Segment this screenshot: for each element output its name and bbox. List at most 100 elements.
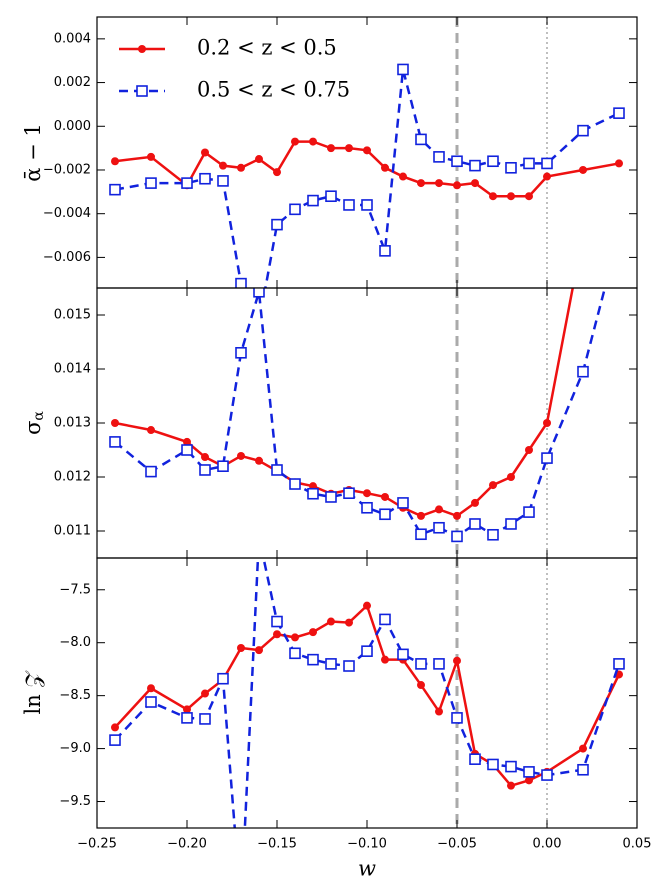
point [469,159,481,172]
legend-label: 0.5 < z < 0.75 [197,78,350,102]
legend-label: 0.2 < z < 0.5 [197,36,337,60]
point [201,148,209,157]
point [543,419,551,427]
legend-marker [136,85,148,97]
point [379,245,391,257]
y-axis-label-text: ln 𝒵 [21,671,45,715]
point [309,137,317,146]
point [289,647,301,660]
point [181,177,193,189]
point [577,124,589,137]
x-tick-label: 0.05 [623,837,652,852]
point [525,776,533,785]
point [111,157,119,166]
point [199,713,211,725]
point [379,508,391,521]
point [381,492,389,501]
point [541,157,553,170]
y-tick-label: 0.014 [54,362,91,377]
point [507,473,515,481]
point [399,172,407,181]
point [379,613,391,626]
point [489,192,497,201]
point [271,218,283,231]
point [183,705,191,714]
plot-area [109,532,625,828]
point [309,628,317,637]
point [471,179,479,188]
point [181,712,193,724]
point [415,658,427,670]
point [541,452,553,464]
point [363,489,371,498]
point [523,506,535,518]
point [343,487,355,500]
point [397,63,409,76]
y-axis-label-text: ᾱ − 1 [21,123,45,182]
point [289,478,301,490]
point [469,753,481,765]
point [237,451,245,460]
y-tick-label: 0.015 [54,308,91,323]
point [307,653,319,666]
point [613,658,625,670]
point [579,230,587,238]
point [235,346,247,359]
point [579,744,587,753]
point [453,656,461,665]
x-tick-label: −0.05 [437,837,477,852]
x-tick-label: −0.25 [77,837,117,852]
point [435,179,443,188]
point [381,163,389,172]
x-axis-label: w [358,857,376,881]
point [145,696,157,708]
point [613,107,625,119]
point [254,532,264,542]
point [325,491,337,503]
plot-frame [96,287,638,559]
point [433,521,445,534]
point [397,497,409,509]
point [523,157,535,170]
point [543,172,551,181]
point [199,464,211,476]
point [505,161,517,174]
point [343,660,355,672]
point [327,144,335,153]
point [217,672,229,685]
point [469,518,481,530]
point [109,436,121,448]
point [489,481,497,490]
x-tick-label: −0.10 [347,837,387,852]
point [363,601,371,610]
point [271,464,283,476]
point [415,133,427,146]
point [471,498,479,507]
point [289,203,301,216]
point [255,456,263,465]
y-tick-label: 0.013 [54,416,91,431]
point [361,645,373,657]
y-axis-label: ᾱ − 1 [21,123,45,182]
point [201,453,209,462]
point [111,419,119,427]
series-line [114,558,621,828]
y-tick-label: −9.0 [59,741,91,756]
point [433,658,445,670]
point [237,644,245,652]
point [415,528,427,541]
point [199,172,211,185]
point [147,426,155,435]
point [253,288,265,298]
point [307,487,319,500]
y-tick-label: 0.002 [54,75,91,90]
y-axis-label-text: σ [21,421,45,435]
y-tick-label: −7.5 [59,582,91,597]
point [235,277,247,288]
point [361,501,373,514]
point [579,165,587,174]
point [523,766,535,778]
point [417,511,425,520]
point [145,465,157,478]
point [181,444,193,456]
